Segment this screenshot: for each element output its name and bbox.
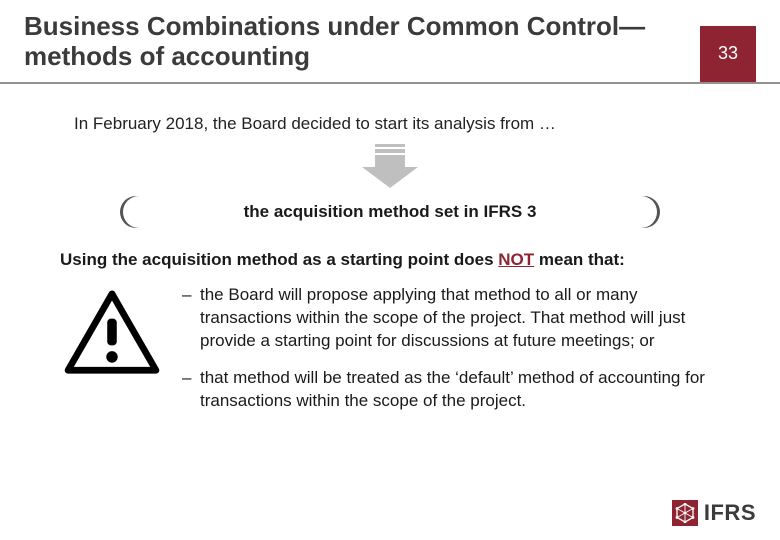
slide-header: Business Combinations under Common Contr… <box>0 0 780 84</box>
lead-suffix: mean that: <box>534 250 625 269</box>
logo-text: IFRS <box>704 500 756 526</box>
warning-icon <box>64 290 160 381</box>
highlight-pill-text: the acquisition method set in IFRS 3 <box>123 196 657 228</box>
list-item: the Board will propose applying that met… <box>182 284 720 353</box>
ifrs-logo: IFRS <box>672 500 756 526</box>
bullets-row: the Board will propose applying that met… <box>60 284 720 427</box>
lead-emphasis: NOT <box>498 250 534 269</box>
bullet-list: the Board will propose applying that met… <box>182 284 720 427</box>
hexagon-icon <box>675 503 695 523</box>
logo-mark <box>672 500 698 526</box>
highlight-pill: the acquisition method set in IFRS 3 <box>120 196 660 228</box>
slide-content: In February 2018, the Board decided to s… <box>0 84 780 427</box>
list-item: that method will be treated as the ‘defa… <box>182 367 720 413</box>
intro-text: In February 2018, the Board decided to s… <box>74 114 720 134</box>
down-arrow <box>60 144 720 188</box>
slide-title: Business Combinations under Common Contr… <box>24 12 684 82</box>
page-number: 33 <box>718 43 738 64</box>
page-number-badge: 33 <box>700 26 756 82</box>
lead-prefix: Using the acquisition method as a starti… <box>60 250 498 269</box>
lead-sentence: Using the acquisition method as a starti… <box>60 250 720 270</box>
arrow-down-icon <box>350 144 430 188</box>
